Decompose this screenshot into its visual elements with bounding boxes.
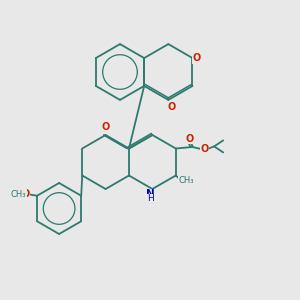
Text: CH₃: CH₃ [178, 176, 194, 185]
Text: O: O [101, 122, 110, 132]
Text: O: O [168, 101, 176, 112]
Text: O: O [200, 144, 209, 154]
Text: CH₃: CH₃ [11, 190, 26, 199]
Text: H: H [147, 194, 154, 203]
Text: O: O [186, 134, 194, 144]
Text: N: N [146, 189, 155, 200]
Text: O: O [192, 53, 200, 63]
Text: O: O [22, 189, 30, 199]
